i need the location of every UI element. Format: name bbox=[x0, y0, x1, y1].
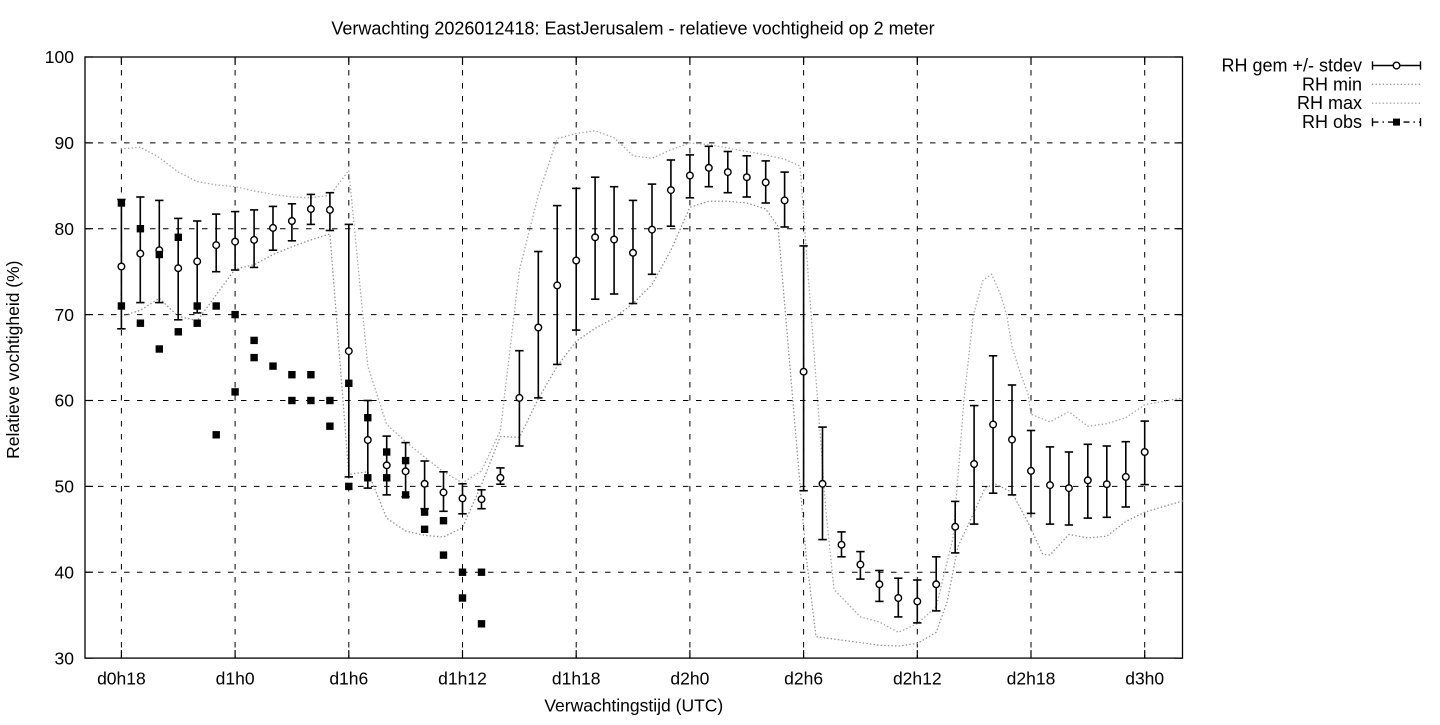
svg-text:80: 80 bbox=[55, 219, 75, 239]
svg-text:90: 90 bbox=[55, 133, 75, 153]
svg-text:RH gem +/- stdev: RH gem +/- stdev bbox=[1221, 56, 1362, 76]
svg-text:40: 40 bbox=[55, 562, 75, 582]
svg-text:d1h18: d1h18 bbox=[552, 669, 601, 689]
svg-text:d2h0: d2h0 bbox=[670, 669, 709, 689]
svg-text:d3h0: d3h0 bbox=[1125, 669, 1164, 689]
svg-text:Relatieve vochtigheid (%): Relatieve vochtigheid (%) bbox=[3, 260, 23, 458]
svg-text:d1h6: d1h6 bbox=[329, 669, 368, 689]
svg-text:d0h18: d0h18 bbox=[97, 669, 146, 689]
svg-text:RH max: RH max bbox=[1297, 93, 1362, 113]
svg-text:d2h6: d2h6 bbox=[784, 669, 823, 689]
svg-text:70: 70 bbox=[55, 305, 75, 325]
svg-text:100: 100 bbox=[45, 47, 74, 67]
svg-text:Verwachting 2026012418: EastJe: Verwachting 2026012418: EastJerusalem - … bbox=[331, 19, 934, 39]
svg-text:Verwachtingstijd (UTC): Verwachtingstijd (UTC) bbox=[544, 696, 723, 716]
svg-text:d1h12: d1h12 bbox=[438, 669, 487, 689]
svg-text:d1h0: d1h0 bbox=[216, 669, 255, 689]
svg-text:RH obs: RH obs bbox=[1302, 112, 1362, 132]
svg-text:60: 60 bbox=[55, 391, 75, 411]
svg-text:d2h18: d2h18 bbox=[1007, 669, 1056, 689]
svg-text:RH min: RH min bbox=[1302, 74, 1362, 94]
svg-text:d2h12: d2h12 bbox=[893, 669, 942, 689]
svg-text:50: 50 bbox=[55, 477, 75, 497]
svg-text:30: 30 bbox=[55, 648, 75, 668]
